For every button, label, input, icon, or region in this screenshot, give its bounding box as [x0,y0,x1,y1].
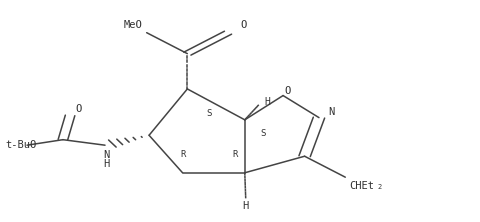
Text: H: H [242,201,249,211]
Text: S: S [260,129,265,138]
Text: O: O [75,104,82,114]
Text: MeO: MeO [123,20,142,30]
Text: CHEt: CHEt [349,181,374,191]
Text: R: R [181,150,186,159]
Text: R: R [232,150,238,159]
Text: O: O [240,20,246,30]
Text: 2: 2 [378,184,382,190]
Text: t-BuO: t-BuO [5,140,37,150]
Text: H: H [264,97,270,107]
Text: S: S [206,109,212,118]
Text: N: N [328,107,334,117]
Text: O: O [285,86,291,96]
Text: N: N [103,150,109,160]
Text: H: H [103,159,109,169]
